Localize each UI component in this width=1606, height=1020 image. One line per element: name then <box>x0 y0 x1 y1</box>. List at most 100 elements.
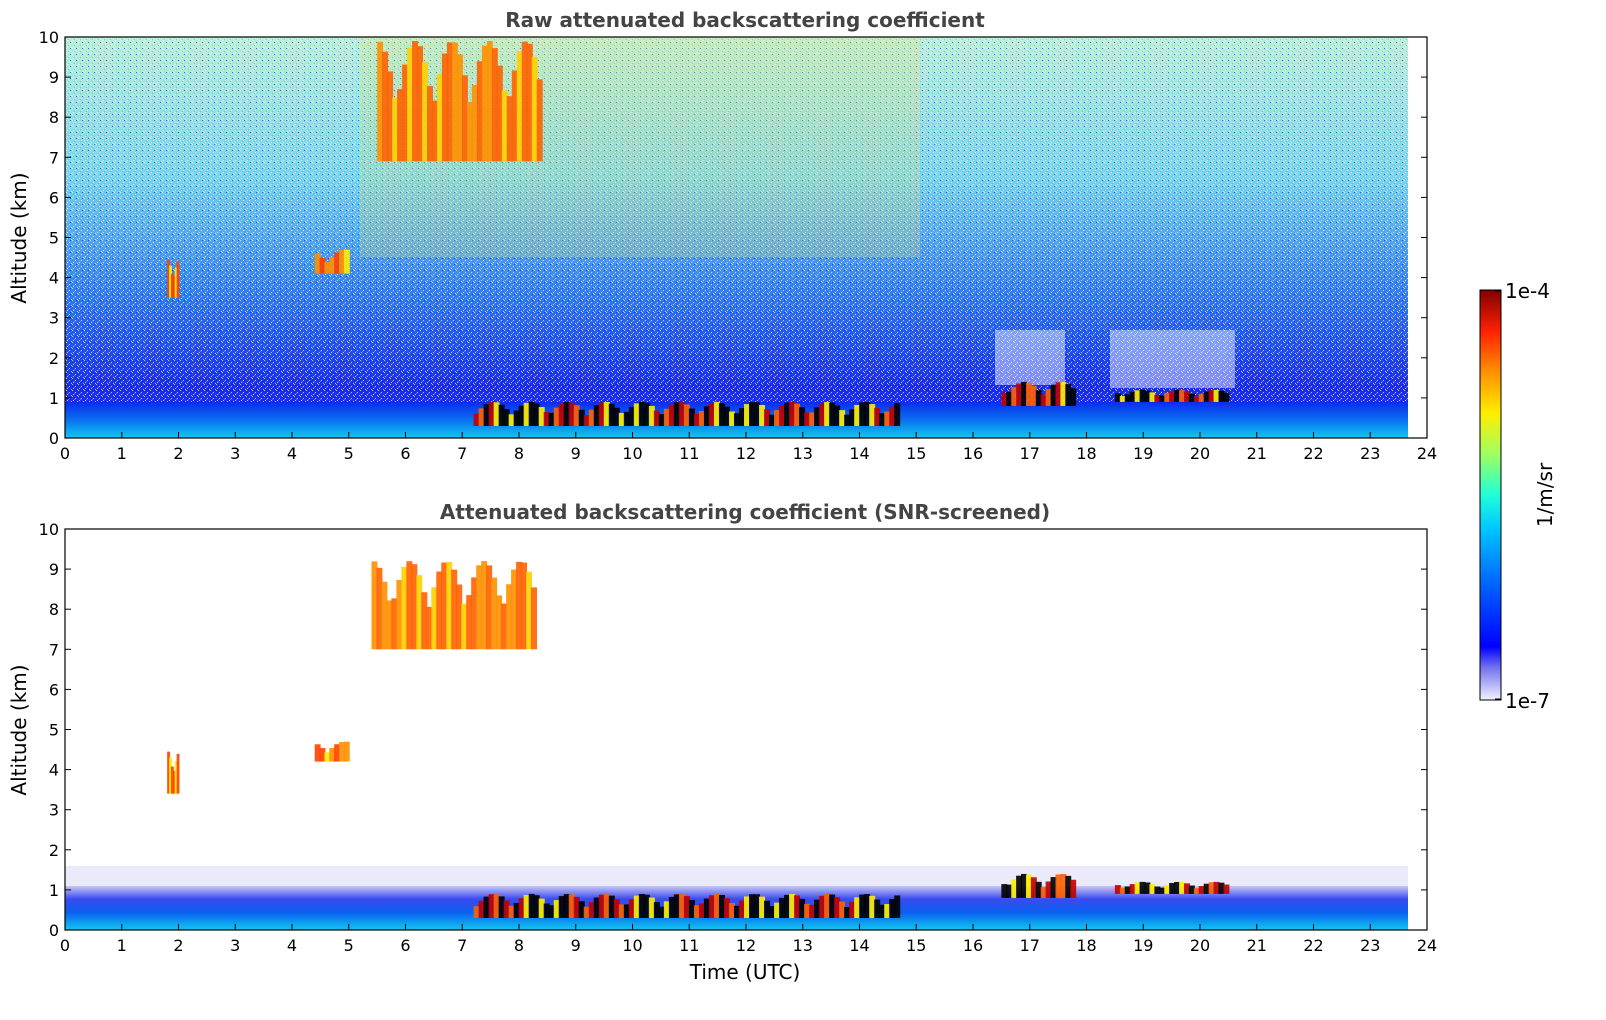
mid-cloud-cell <box>170 273 174 298</box>
raw-x-ticks: 0 1 2 3 4 5 6 7 8 9 10 11 12 13 14 15 16 17 18 19 20 21 22 23 24 <box>60 432 1437 463</box>
x-tick-label: 7 <box>457 444 467 463</box>
low-cloud-cell <box>573 896 580 918</box>
cirrus-cell <box>461 603 468 650</box>
y-tick-label: 8 <box>49 600 59 619</box>
low-cloud-cell <box>839 901 846 918</box>
cirrus-cell <box>436 571 443 650</box>
low-cloud-cell <box>548 412 555 426</box>
cirrus-cell <box>486 41 493 162</box>
low-cloud-cell <box>804 903 811 918</box>
cirrus-cell <box>377 41 384 162</box>
low-cloud-cell <box>1016 875 1023 898</box>
low-cloud-cell <box>643 402 650 426</box>
low-cloud-cell <box>1169 883 1176 894</box>
low-cloud-cell <box>578 409 585 426</box>
low-cloud-cell <box>713 401 720 426</box>
low-cloud-cell <box>733 905 740 918</box>
cirrus-cell <box>501 90 508 162</box>
low-cloud-cell <box>1174 881 1181 894</box>
screened-background <box>65 529 1427 930</box>
low-cloud-cell <box>1050 877 1057 898</box>
low-cloud-cell <box>713 893 720 918</box>
low-cloud-cell <box>764 409 771 426</box>
x-tick-label: 17 <box>1020 444 1040 463</box>
low-cloud-cell <box>1198 393 1205 402</box>
low-cloud-cell <box>859 894 866 918</box>
low-cloud-cell <box>698 410 705 426</box>
y-tick-label: 3 <box>49 309 59 328</box>
low-cloud-cell <box>759 896 766 918</box>
x-tick-label: 21 <box>1247 444 1267 463</box>
low-cloud-cell <box>1208 390 1215 402</box>
low-cloud-cell <box>658 414 665 426</box>
raw-panel-title: Raw attenuated backscattering coefficien… <box>505 8 985 32</box>
low-cloud-cell <box>819 895 826 918</box>
raw-heatmap-area <box>65 37 1427 438</box>
cirrus-cell <box>422 62 428 162</box>
mid-cloud-cell <box>324 262 331 274</box>
mid-cloud-cell <box>324 752 331 762</box>
low-cloud-cell <box>608 895 615 918</box>
low-cloud-cell <box>1001 392 1008 406</box>
x-tick-label: 9 <box>571 444 581 463</box>
low-cloud-cell <box>1134 390 1141 402</box>
y-tick-label: 1 <box>49 389 59 408</box>
mid-cloud-cell <box>339 249 345 274</box>
low-cloud-cell <box>588 409 595 426</box>
y-tick-label: 3 <box>49 801 59 820</box>
low-cloud-cell <box>483 896 490 918</box>
low-cloud-cell <box>628 406 635 426</box>
y-tick-label: 7 <box>49 640 59 659</box>
cirrus-cell <box>501 603 508 650</box>
low-cloud-cell <box>563 401 570 426</box>
mid-cloud-cell <box>176 753 180 794</box>
mid-cloud-cell <box>319 748 326 762</box>
low-cloud-cell <box>743 404 751 426</box>
low-cloud-cell <box>668 404 675 426</box>
low-cloud-cell <box>839 410 846 426</box>
x-tick-label: 15 <box>906 444 926 463</box>
x-tick-label: 14 <box>849 444 869 463</box>
low-cloud-cell <box>1055 382 1062 406</box>
low-cloud-cell <box>824 894 831 918</box>
x-tick-label: 13 <box>793 444 813 463</box>
y-tick-label: 9 <box>49 68 59 87</box>
low-cloud-cell <box>528 893 535 918</box>
low-cloud-cell <box>543 412 550 426</box>
x-tick-label: 3 <box>230 444 240 463</box>
low-cloud-cell <box>789 893 796 918</box>
y-tick-label: 10 <box>39 520 59 539</box>
low-cloud-cell <box>1193 396 1200 402</box>
cirrus-feature <box>371 561 538 650</box>
low-cloud-cell <box>683 404 690 426</box>
raw-noise-texture <box>65 37 1408 438</box>
mid-cloud-cell <box>169 757 172 794</box>
low-cloud-cell <box>1070 388 1077 406</box>
cirrus-cell <box>496 595 503 650</box>
low-cloud-cell <box>473 906 480 918</box>
x-tick-label: 5 <box>344 936 354 955</box>
y-tick-label: 2 <box>49 349 59 368</box>
low-cloud-cell <box>859 402 866 426</box>
low-cloud-cell <box>558 403 565 426</box>
low-cloud-cell <box>829 402 836 426</box>
y-tick-label: 8 <box>49 108 59 127</box>
low-cloud-cell <box>673 402 680 426</box>
low-cloud-cell <box>1119 396 1126 402</box>
low-cloud-cell <box>1164 885 1171 894</box>
low-cloud-cell <box>638 893 645 918</box>
raw-backscatter-panel: Raw attenuated backscattering coefficien… <box>7 8 1437 463</box>
low-cloud-cell <box>1045 881 1052 898</box>
low-cloud-cell <box>1045 388 1052 406</box>
low-cloud-cell <box>478 408 485 426</box>
x-tick-label: 15 <box>906 936 926 955</box>
low-cloud-cell <box>849 409 856 426</box>
x-tick-label: 20 <box>1190 444 1210 463</box>
low-cloud-cell <box>1119 887 1126 894</box>
low-cloud-cell <box>764 900 771 918</box>
low-cloud-cell <box>754 402 761 426</box>
low-cloud-cell <box>784 402 791 426</box>
low-cloud-cell <box>769 414 776 426</box>
x-tick-label: 1 <box>117 444 127 463</box>
low-cloud-cell <box>799 898 806 918</box>
